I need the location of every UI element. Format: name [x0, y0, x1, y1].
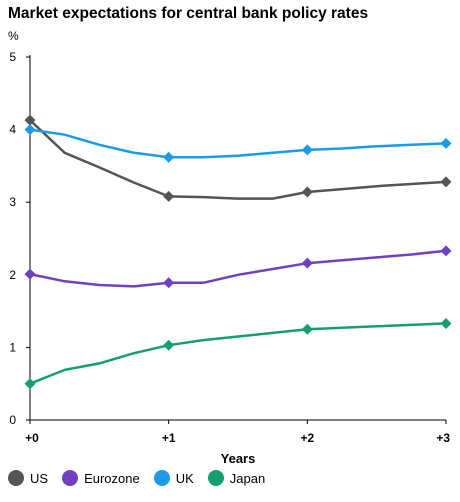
legend-item-us: US: [8, 470, 48, 486]
marker-japan: [163, 339, 175, 351]
y-tick-label: 4: [9, 123, 16, 137]
marker-us: [301, 186, 313, 198]
marker-japan: [301, 323, 313, 335]
series-lines: [29, 119, 447, 385]
marker-uk: [24, 124, 36, 136]
marker-eurozone: [301, 257, 313, 269]
y-tick-label: 0: [9, 413, 16, 427]
y-tick-label: 1: [9, 340, 16, 354]
marker-japan: [24, 378, 36, 390]
legend-swatch-uk: [153, 470, 170, 486]
legend-label: Japan: [229, 470, 266, 486]
y-tick-label: 3: [9, 195, 16, 209]
marker-us: [163, 190, 175, 202]
legend-item-eurozone: Eurozone: [62, 470, 140, 486]
x-tick-label: +0: [25, 431, 39, 445]
series-line-us: [29, 119, 447, 200]
marker-uk: [440, 137, 452, 149]
legend-item-uk: UK: [153, 470, 194, 486]
x-tick-label: +2: [300, 431, 314, 445]
marker-uk: [301, 144, 313, 156]
legend-swatch-us: [8, 470, 24, 486]
marker-eurozone: [24, 268, 36, 280]
legend-label: UK: [175, 470, 194, 486]
series-line-uk: [29, 128, 447, 159]
marker-japan: [440, 317, 452, 329]
y-axis-unit: %: [8, 29, 19, 43]
y-tick-label: 2: [9, 268, 16, 282]
x-tick-label: +3: [436, 431, 450, 445]
y-tick-label: 5: [9, 50, 16, 64]
chart-title: Market expectations for central bank pol…: [8, 5, 369, 22]
legend-swatch-eurozone: [62, 470, 79, 486]
marker-uk: [163, 151, 175, 163]
marker-eurozone: [440, 245, 452, 257]
series-line-japan: [29, 322, 447, 385]
x-tick-label: +1: [162, 431, 176, 445]
series-markers: [24, 114, 452, 390]
legend-item-japan: Japan: [207, 470, 266, 486]
x-axis-label: Years: [221, 451, 256, 466]
legend-label: US: [30, 470, 49, 486]
marker-us: [24, 114, 36, 126]
tick-labels: 0 1 2 3 4 5 +0 +1 +2 +3: [9, 50, 450, 445]
series-line-eurozone: [29, 249, 447, 288]
marker-us: [440, 176, 452, 188]
legend: US Eurozone UK Japan: [8, 470, 279, 486]
marker-eurozone: [163, 277, 175, 289]
legend-swatch-japan: [207, 470, 224, 486]
legend-label: Eurozone: [84, 470, 140, 486]
